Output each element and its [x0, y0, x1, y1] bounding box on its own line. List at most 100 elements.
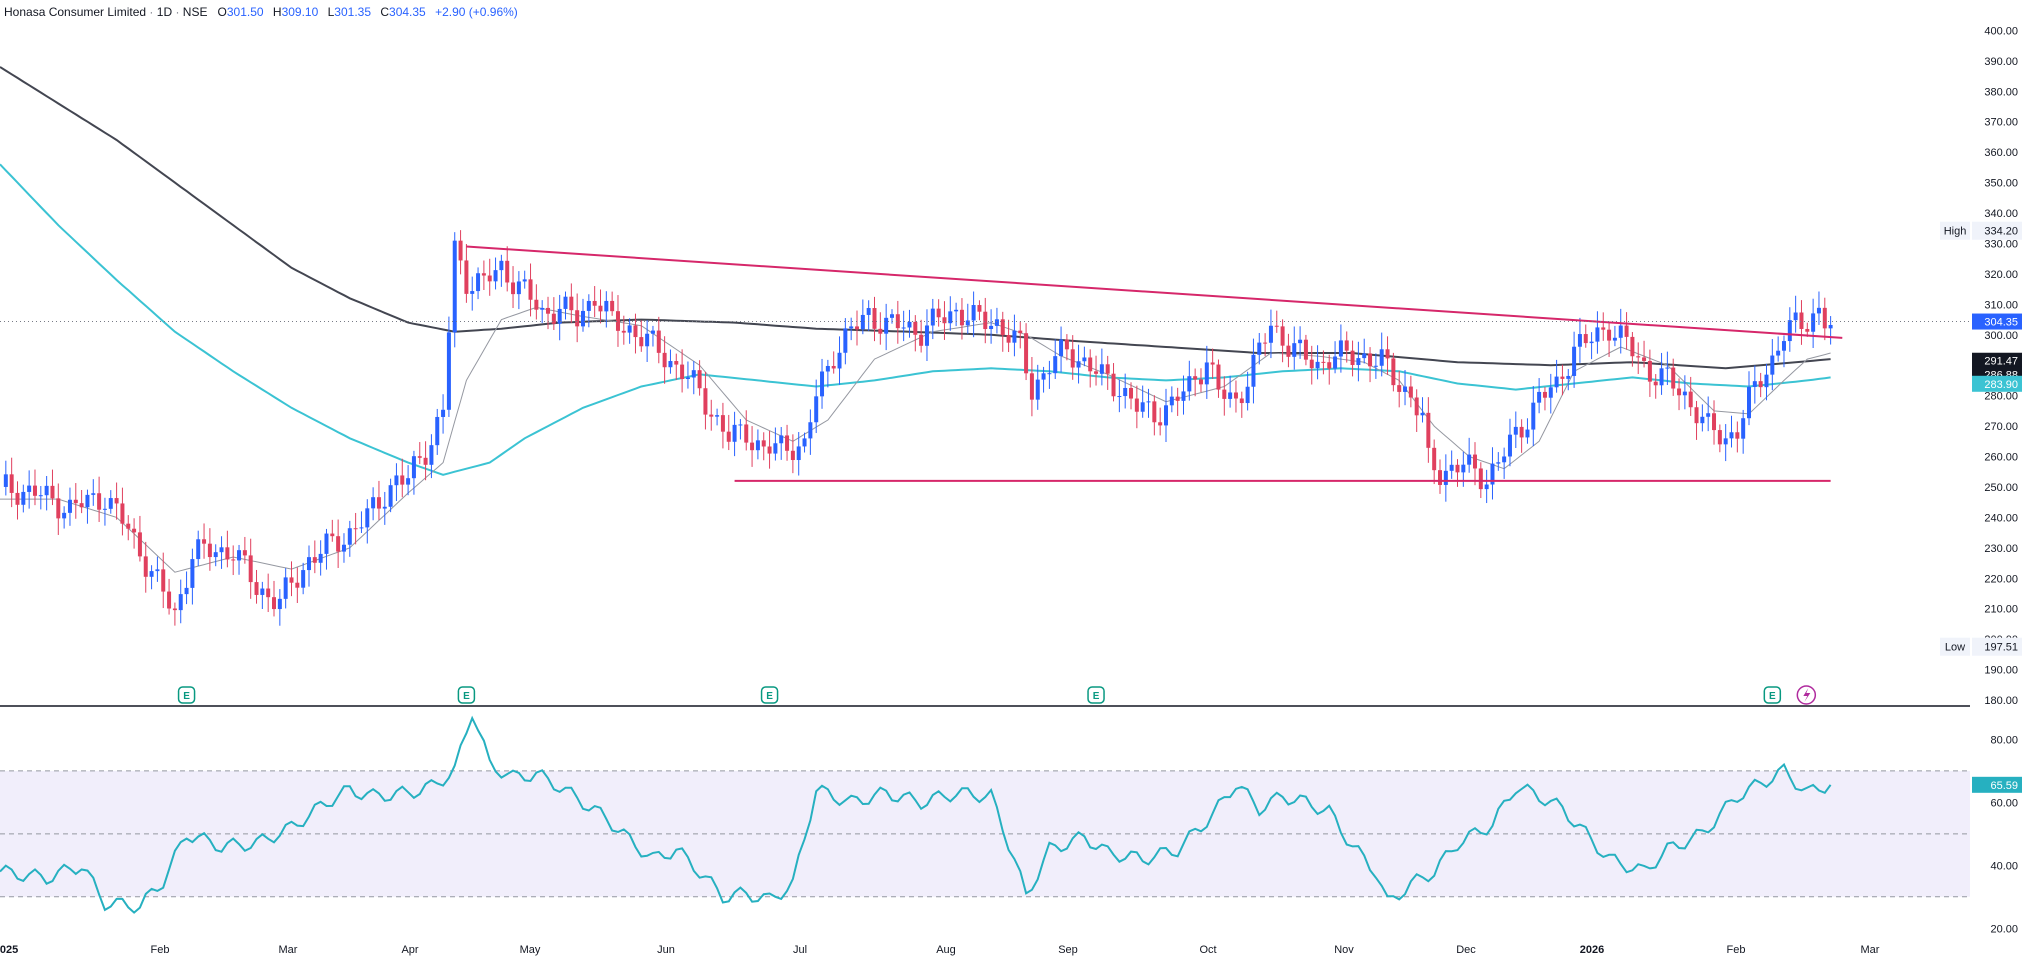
candle-body[interactable] — [1752, 381, 1757, 387]
candle-body[interactable] — [1315, 361, 1320, 369]
candle-body[interactable] — [1053, 356, 1058, 374]
candle-body[interactable] — [1828, 324, 1833, 329]
candle-body[interactable] — [604, 300, 609, 312]
interval-label[interactable]: 1D — [156, 5, 173, 19]
candle-body[interactable] — [1204, 362, 1209, 385]
candle-body[interactable] — [1000, 319, 1005, 336]
candle-body[interactable] — [1099, 364, 1104, 374]
candle-body[interactable] — [1076, 361, 1081, 368]
candle-body[interactable] — [1327, 362, 1332, 369]
candle-body[interactable] — [767, 446, 772, 454]
candle-body[interactable] — [592, 300, 597, 306]
candle-body[interactable] — [1630, 336, 1635, 357]
candle-body[interactable] — [1123, 387, 1128, 397]
candle-body[interactable] — [1729, 432, 1734, 439]
candle-body[interactable] — [1088, 357, 1093, 372]
candle-body[interactable] — [1618, 325, 1623, 338]
candle-body[interactable] — [1006, 335, 1011, 343]
candle-body[interactable] — [1723, 438, 1728, 445]
candle-body[interactable] — [1035, 379, 1040, 400]
candle-body[interactable] — [843, 328, 848, 353]
candle-body[interactable] — [1292, 343, 1297, 357]
candle-body[interactable] — [1286, 345, 1291, 357]
candle-body[interactable] — [178, 594, 183, 611]
candle-body[interactable] — [1047, 373, 1052, 375]
candle-body[interactable] — [831, 365, 836, 369]
candle-body[interactable] — [895, 314, 900, 329]
candle-body[interactable] — [1158, 422, 1163, 426]
candle-body[interactable] — [785, 435, 790, 451]
candle-body[interactable] — [1018, 330, 1023, 334]
candle-body[interactable] — [814, 396, 819, 423]
candle-body[interactable] — [825, 365, 830, 372]
candle-body[interactable] — [499, 260, 504, 271]
candle-body[interactable] — [1717, 430, 1722, 445]
candle-body[interactable] — [1455, 464, 1460, 473]
candle-body[interactable] — [1741, 418, 1746, 439]
candle-body[interactable] — [1134, 398, 1139, 412]
candle-body[interactable] — [1665, 367, 1670, 369]
candle-body[interactable] — [1175, 396, 1180, 401]
candle-body[interactable] — [21, 491, 26, 505]
candle-body[interactable] — [1764, 374, 1769, 388]
candle-body[interactable] — [312, 557, 317, 563]
candle-body[interactable] — [120, 503, 125, 524]
candle-body[interactable] — [132, 528, 137, 533]
candle-body[interactable] — [1787, 320, 1792, 342]
candle-body[interactable] — [1677, 388, 1682, 396]
candle-body[interactable] — [1478, 468, 1483, 490]
candle-body[interactable] — [388, 485, 393, 507]
candle-body[interactable] — [1519, 426, 1524, 438]
candle-body[interactable] — [487, 275, 492, 282]
candle-body[interactable] — [1385, 349, 1390, 359]
candle-body[interactable] — [1152, 401, 1157, 423]
candle-body[interactable] — [1111, 373, 1116, 397]
candle-body[interactable] — [1181, 391, 1186, 401]
candle-body[interactable] — [1356, 358, 1361, 366]
candle-body[interactable] — [1169, 396, 1174, 406]
candle-body[interactable] — [581, 310, 585, 327]
candle-body[interactable] — [1164, 405, 1168, 426]
candle-body[interactable] — [1583, 334, 1588, 344]
candle-body[interactable] — [1642, 357, 1647, 361]
candle-body[interactable] — [56, 498, 61, 519]
candle-body[interactable] — [627, 325, 632, 333]
candle-body[interactable] — [802, 438, 807, 447]
candle-body[interactable] — [820, 371, 825, 397]
candle-body[interactable] — [400, 475, 405, 485]
candle-body[interactable] — [15, 492, 20, 505]
candle-body[interactable] — [977, 305, 982, 312]
candle-body[interactable] — [1210, 362, 1215, 365]
candle-body[interactable] — [1274, 325, 1279, 327]
candle-body[interactable] — [1298, 339, 1303, 344]
candle-body[interactable] — [796, 446, 801, 461]
candle-body[interactable] — [272, 597, 277, 610]
candle-body[interactable] — [697, 370, 702, 389]
candle-body[interactable] — [330, 533, 335, 537]
candle-body[interactable] — [1129, 387, 1134, 399]
candle-body[interactable] — [522, 279, 527, 282]
candle-body[interactable] — [1747, 386, 1751, 419]
candle-body[interactable] — [1420, 412, 1425, 416]
candle-body[interactable] — [301, 570, 306, 588]
candle-body[interactable] — [207, 543, 212, 558]
candle-body[interactable] — [1187, 376, 1192, 392]
candle-body[interactable] — [1233, 392, 1238, 399]
candle-body[interactable] — [1070, 349, 1075, 368]
candle-body[interactable] — [1309, 359, 1314, 369]
candle-body[interactable] — [1403, 386, 1408, 392]
candle-body[interactable] — [1443, 470, 1448, 485]
candle-body[interactable] — [1531, 402, 1536, 430]
candle-body[interactable] — [1653, 381, 1658, 386]
candle-body[interactable] — [930, 308, 935, 326]
candle-body[interactable] — [1805, 328, 1810, 332]
candle-body[interactable] — [1793, 312, 1798, 321]
candle-body[interactable] — [44, 485, 49, 496]
candle-body[interactable] — [1216, 364, 1221, 390]
candle-body[interactable] — [808, 422, 813, 439]
candle-body[interactable] — [1816, 307, 1821, 314]
candle-body[interactable] — [1379, 349, 1384, 366]
candle-body[interactable] — [1770, 355, 1775, 375]
candle-body[interactable] — [656, 330, 661, 353]
candle-body[interactable] — [213, 552, 218, 558]
